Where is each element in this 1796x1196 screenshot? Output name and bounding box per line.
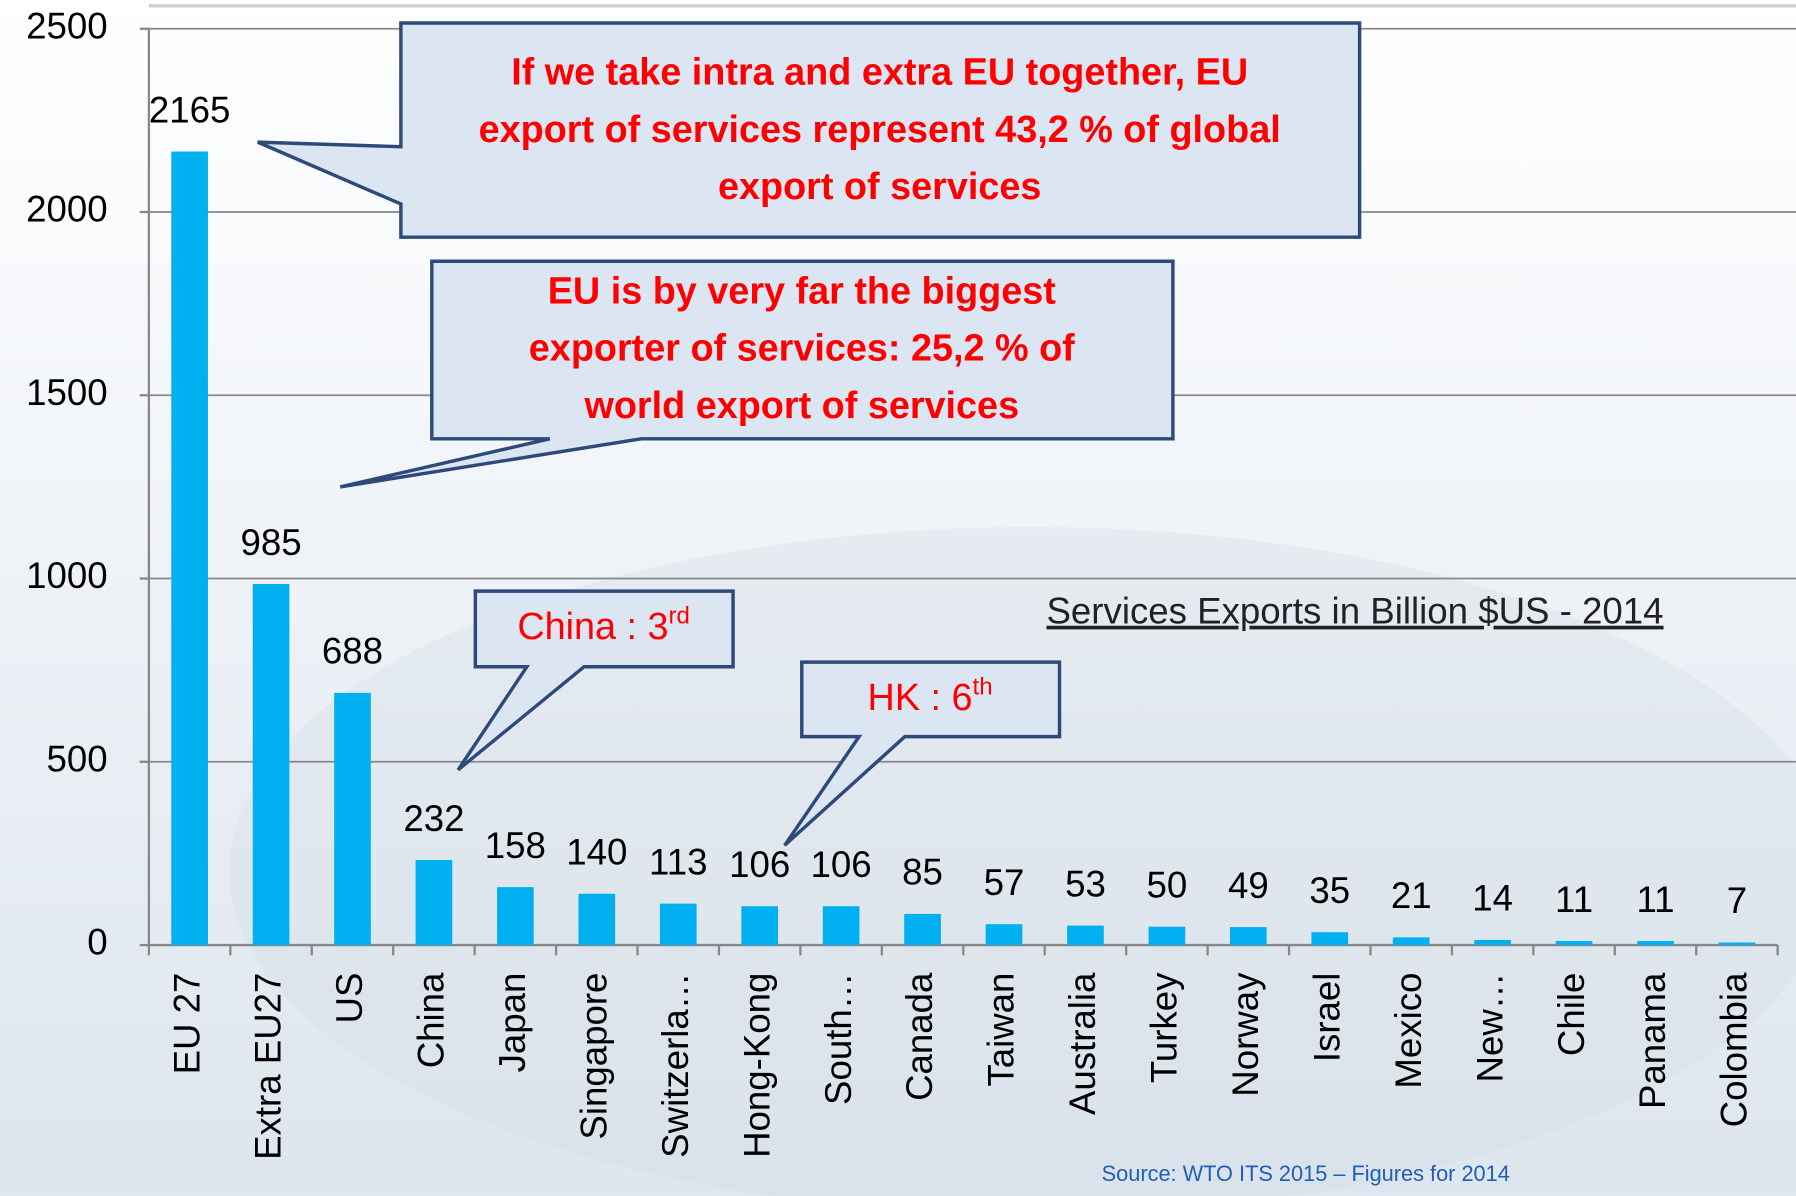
- data-label: 106: [811, 844, 872, 885]
- callout: [456, 589, 735, 772]
- bar: [1148, 926, 1186, 946]
- x-tick-label: Taiwan: [981, 973, 1022, 1087]
- x-tick-label: Colombia: [1714, 972, 1755, 1127]
- bar: [659, 903, 697, 946]
- bar: [904, 913, 941, 946]
- annotation: EU is by very far the biggest: [548, 270, 1057, 312]
- y-tick-label: 1000: [26, 555, 108, 596]
- x-tick-label: Norway: [1225, 972, 1266, 1097]
- data-label: 57: [984, 862, 1025, 903]
- annotation-sup: th: [973, 674, 993, 701]
- bar: [1067, 925, 1104, 946]
- data-label: 53: [1065, 863, 1106, 904]
- annotation: HK : 6th: [868, 674, 993, 719]
- y-tick-label: 2000: [26, 189, 108, 230]
- y-tick-label: 2500: [26, 5, 108, 46]
- data-label: 985: [240, 522, 301, 563]
- bar: [252, 584, 290, 946]
- x-tick-label: US: [329, 973, 370, 1024]
- bar: [497, 887, 534, 946]
- annotation-text: HK : 6: [868, 677, 973, 719]
- x-tick-label: South…: [818, 973, 859, 1105]
- x-tick-label: New…: [1469, 973, 1510, 1083]
- x-tick-label: Japan: [492, 973, 533, 1073]
- bar: [415, 860, 453, 946]
- y-tick-label: 1500: [26, 372, 108, 413]
- x-tick-label: Chile: [1551, 973, 1592, 1057]
- x-tick-label: Mexico: [1388, 973, 1429, 1089]
- bar: [1555, 941, 1593, 946]
- annotation: world export of services: [583, 385, 1019, 427]
- x-tick-label: Turkey: [1144, 972, 1185, 1083]
- data-label: 7: [1727, 880, 1747, 921]
- data-label: 2165: [149, 89, 231, 130]
- data-label: 158: [485, 825, 546, 866]
- annotation: export of services: [718, 166, 1041, 208]
- annotation-sup: rd: [669, 603, 690, 630]
- data-label: 85: [902, 852, 943, 893]
- map-decoration: [229, 527, 1796, 1196]
- data-label: 50: [1147, 864, 1188, 905]
- bar: [1474, 939, 1511, 946]
- subtitle: Services Exports in Billion $US - 2014: [1046, 591, 1663, 632]
- x-tick-label: Extra EU27: [248, 973, 289, 1160]
- data-label: 21: [1391, 875, 1432, 916]
- y-tick-label: 0: [87, 922, 107, 963]
- x-tick-label: Israel: [1306, 973, 1347, 1063]
- x-tick-label: Panama: [1632, 972, 1673, 1109]
- x-tick-label: Canada: [899, 972, 940, 1101]
- x-tick-label: Hong-Kong: [736, 973, 777, 1158]
- callout: [339, 259, 1175, 489]
- annotation: If we take intra and extra EU together, …: [511, 52, 1248, 94]
- x-tick-label: EU 27: [166, 973, 207, 1075]
- x-tick-label: Australia: [1062, 972, 1103, 1115]
- bar: [1718, 942, 1756, 946]
- bar: [334, 692, 371, 946]
- callout: [257, 21, 1362, 239]
- data-label: 49: [1228, 865, 1269, 906]
- bar: [985, 924, 1023, 946]
- data-label: 140: [566, 831, 627, 872]
- annotation: exporter of services: 25,2 % of: [529, 328, 1075, 370]
- data-label: 688: [322, 631, 383, 672]
- data-label: 106: [729, 844, 790, 885]
- annotation-text: China : 3: [517, 606, 668, 648]
- bar: [171, 151, 208, 946]
- bar: [741, 906, 779, 946]
- data-label: 11: [1555, 879, 1593, 920]
- bar: [578, 893, 616, 946]
- bar: [1311, 932, 1349, 946]
- annotation: export of services represent 43,2 % of g…: [479, 109, 1281, 151]
- y-tick-label: 500: [47, 738, 108, 779]
- data-label: 14: [1472, 878, 1513, 919]
- x-tick-label: China: [411, 972, 452, 1068]
- data-label: 113: [649, 841, 707, 882]
- data-label: 232: [403, 798, 464, 839]
- data-label: 11: [1636, 879, 1674, 920]
- bar: [1229, 927, 1267, 946]
- x-tick-label: Singapore: [574, 973, 615, 1140]
- bar: [1392, 937, 1430, 946]
- x-tick-label: Switzerla…: [655, 973, 696, 1158]
- source: Source: WTO ITS 2015 – Figures for 2014: [1102, 1161, 1510, 1186]
- annotation: China : 3rd: [517, 603, 690, 648]
- callout: [783, 660, 1062, 847]
- bar: [1637, 941, 1674, 946]
- data-label: 35: [1309, 870, 1350, 911]
- bar: [822, 906, 860, 946]
